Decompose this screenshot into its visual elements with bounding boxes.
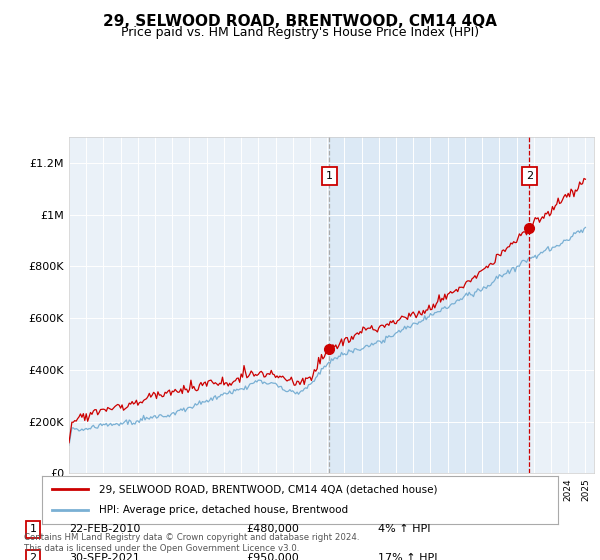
Text: 1: 1 xyxy=(29,524,37,534)
Text: Price paid vs. HM Land Registry's House Price Index (HPI): Price paid vs. HM Land Registry's House … xyxy=(121,26,479,39)
Text: 2: 2 xyxy=(526,171,533,181)
Text: 17% ↑ HPI: 17% ↑ HPI xyxy=(378,553,437,560)
Text: 30-SEP-2021: 30-SEP-2021 xyxy=(69,553,140,560)
Text: 1: 1 xyxy=(326,171,333,181)
Text: 29, SELWOOD ROAD, BRENTWOOD, CM14 4QA: 29, SELWOOD ROAD, BRENTWOOD, CM14 4QA xyxy=(103,14,497,29)
Text: 29, SELWOOD ROAD, BRENTWOOD, CM14 4QA (detached house): 29, SELWOOD ROAD, BRENTWOOD, CM14 4QA (d… xyxy=(99,484,437,494)
Text: HPI: Average price, detached house, Brentwood: HPI: Average price, detached house, Bren… xyxy=(99,505,348,515)
Text: £950,000: £950,000 xyxy=(246,553,299,560)
Text: 22-FEB-2010: 22-FEB-2010 xyxy=(69,524,140,534)
Text: 2: 2 xyxy=(29,553,37,560)
Text: £480,000: £480,000 xyxy=(246,524,299,534)
Bar xyxy=(329,137,529,473)
Text: 4% ↑ HPI: 4% ↑ HPI xyxy=(378,524,431,534)
Text: Contains HM Land Registry data © Crown copyright and database right 2024.
This d: Contains HM Land Registry data © Crown c… xyxy=(24,533,359,553)
